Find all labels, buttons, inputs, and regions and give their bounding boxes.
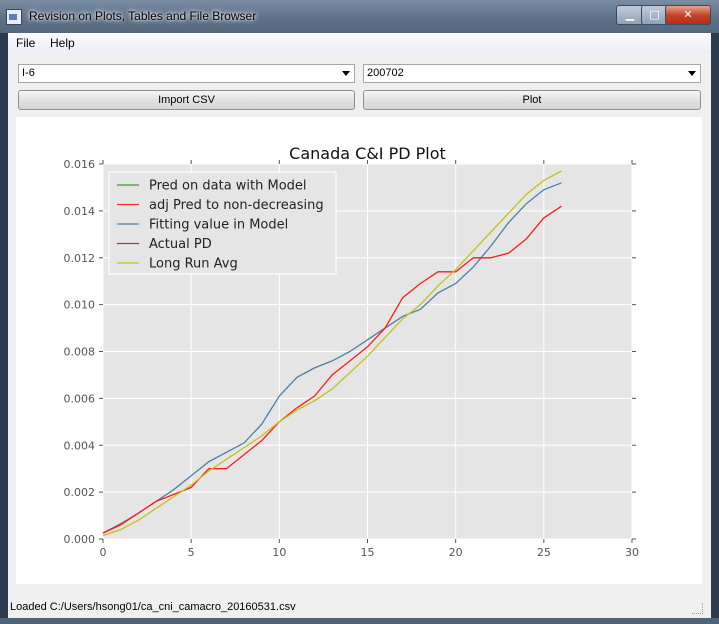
- legend-label: adj Pred to non-decreasing: [149, 198, 324, 213]
- x-tick-label: 0: [100, 546, 107, 559]
- x-tick-label: 10: [272, 546, 286, 559]
- x-tick-label: 15: [361, 546, 375, 559]
- legend-label: Long Run Avg: [149, 257, 238, 272]
- x-tick-label: 25: [537, 546, 551, 559]
- y-tick-label: 0.004: [64, 439, 96, 452]
- period-combo[interactable]: 200702: [363, 64, 701, 83]
- plot-button[interactable]: Plot: [363, 90, 701, 110]
- maximize-button[interactable]: □: [641, 5, 668, 25]
- legend-label: Pred on data with Model: [149, 179, 307, 194]
- y-tick-label: 0.012: [64, 252, 96, 265]
- legend-label: Actual PD: [149, 237, 212, 252]
- segment-combo-value: I-6: [22, 67, 35, 79]
- x-tick-label: 30: [625, 546, 639, 559]
- main-client-area: File Help I-6 200702 Import CSV Plot 0 5 1…: [8, 33, 711, 618]
- y-tick-label: 0.002: [64, 486, 96, 499]
- y-tick-label: 0.006: [64, 392, 96, 405]
- title-bar[interactable]: Revision on Plots, Tables and File Brows…: [0, 0, 719, 33]
- series-line-4: [102, 170, 562, 537]
- menu-help[interactable]: Help: [50, 36, 75, 50]
- segment-combo[interactable]: I-6: [18, 64, 355, 83]
- period-combo-value: 200702: [367, 67, 404, 79]
- import-csv-button[interactable]: Import CSV: [18, 90, 355, 110]
- chart-title: Canada C&I PD Plot: [289, 144, 446, 163]
- resize-grip-icon[interactable]: [692, 603, 703, 614]
- x-tick-label: 20: [449, 546, 463, 559]
- x-tick-label: 5: [188, 546, 195, 559]
- legend-box: [108, 171, 337, 275]
- window-title: Revision on Plots, Tables and File Brows…: [29, 9, 257, 23]
- y-tick-label: 0.010: [64, 299, 96, 312]
- legend-label: Fitting value in Model: [149, 218, 288, 233]
- series-line-2: [102, 182, 562, 534]
- y-tick-label: 0.014: [64, 205, 96, 218]
- window-frame-bottom: [0, 618, 719, 624]
- menu-file[interactable]: File: [16, 36, 36, 50]
- plot-canvas: 0 5 10 15 20 25 30 0.000 0.002 0.004 0.006 0.008 0.0…: [16, 117, 702, 584]
- app-icon: [6, 9, 22, 25]
- pd-chart: 0 5 10 15 20 25 30 0.000 0.002 0.004 0.006 0.008 0.0…: [64, 144, 640, 559]
- menu-bar: File Help: [8, 33, 711, 53]
- minimize-button[interactable]: ▁: [616, 5, 644, 25]
- chevron-down-icon: [342, 71, 350, 76]
- chevron-down-icon: [688, 71, 696, 76]
- y-tick-label: 0.000: [64, 533, 96, 546]
- status-bar: Loaded C:/Users/hsong01/ca_cni_camacro_2…: [8, 595, 711, 618]
- y-tick-label: 0.008: [64, 346, 96, 359]
- close-button[interactable]: ✕: [665, 5, 711, 25]
- y-tick-label: 0.016: [64, 158, 96, 171]
- status-text: Loaded C:/Users/hsong01/ca_cni_camacro_2…: [10, 601, 296, 613]
